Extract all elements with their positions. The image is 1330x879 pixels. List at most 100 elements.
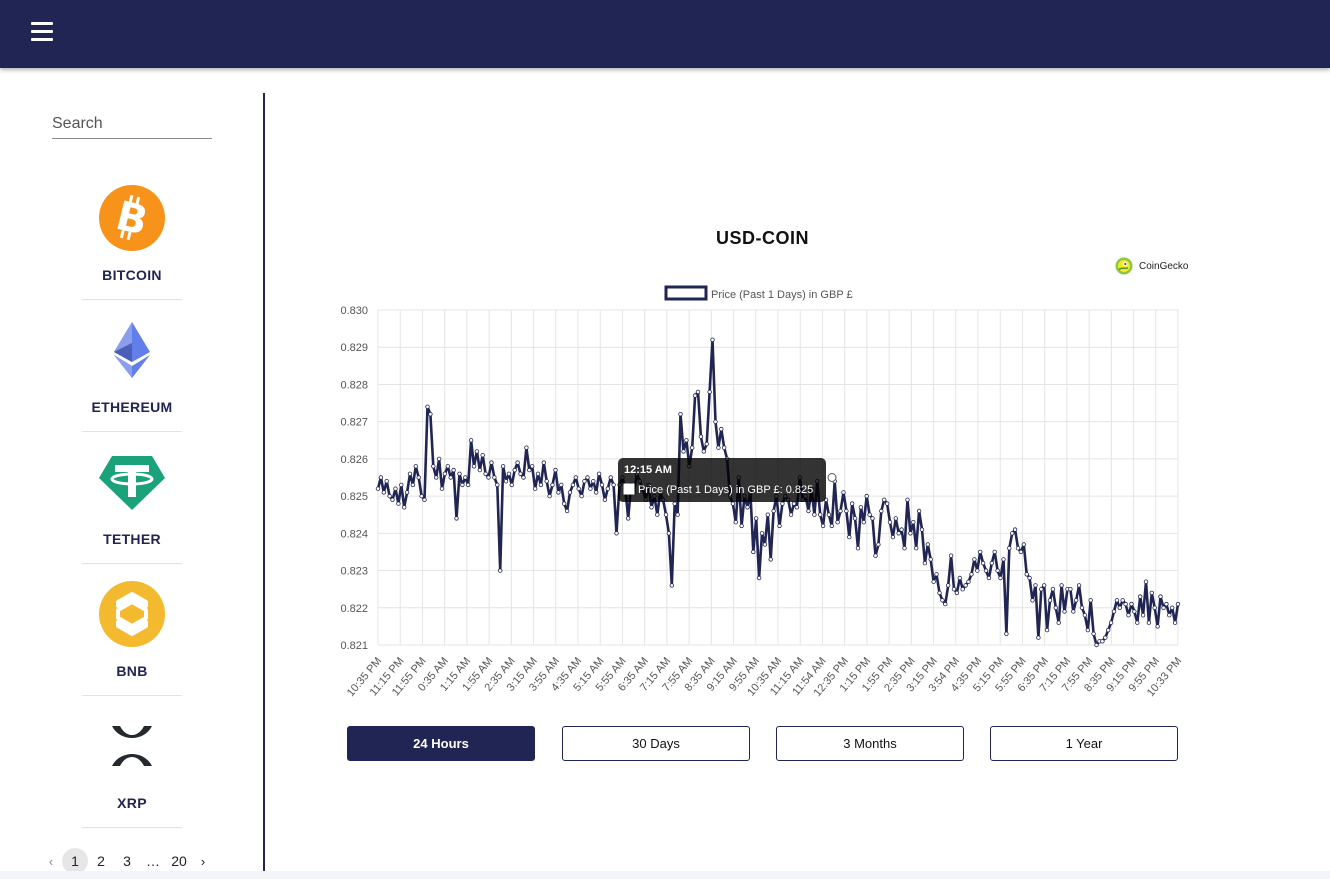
data-point (704, 441, 709, 447)
data-point (882, 497, 887, 502)
data-point (1004, 631, 1009, 636)
data-point (826, 512, 832, 517)
data-point (1030, 598, 1035, 603)
data-point (1152, 605, 1157, 610)
chevron-right-icon[interactable]: › (200, 853, 206, 869)
data-point (626, 516, 631, 521)
data-point (870, 516, 875, 521)
range-button-1-year[interactable]: 1 Year (990, 726, 1178, 761)
data-point (538, 482, 544, 488)
coin-divider (82, 431, 182, 432)
data-point (983, 568, 989, 573)
data-point (468, 438, 474, 443)
data-point (500, 464, 506, 469)
data-point (739, 523, 744, 529)
range-button-24-hours[interactable]: 24 Hours (347, 726, 535, 761)
range-button-3-months[interactable]: 3 Months (776, 726, 964, 761)
chevron-left-icon[interactable]: ‹ (48, 853, 54, 869)
data-point (751, 549, 756, 555)
coin-item-xrp[interactable]: XRP (82, 712, 182, 828)
data-point (442, 471, 448, 476)
data-point (1053, 605, 1058, 610)
data-point (943, 601, 948, 607)
data-point (980, 560, 986, 566)
data-point (492, 475, 497, 480)
data-point (401, 505, 407, 510)
hamburger-menu-icon[interactable] (31, 22, 53, 42)
data-point (937, 590, 942, 596)
data-point (579, 493, 584, 499)
data-point (978, 549, 983, 555)
data-point (495, 482, 500, 488)
data-point (509, 482, 514, 488)
data-point (1033, 583, 1038, 588)
data-point (433, 475, 439, 480)
data-point (413, 464, 418, 469)
bnb-icon (99, 581, 165, 647)
data-point (1015, 546, 1021, 551)
data-point (410, 482, 416, 488)
data-point (544, 478, 549, 484)
data-point (1088, 598, 1093, 603)
coingecko-logo-icon (1115, 257, 1133, 275)
data-point (844, 508, 849, 514)
data-point (602, 497, 608, 502)
data-point (518, 471, 523, 476)
page-button[interactable]: 1 (62, 848, 88, 874)
coin-item-bnb[interactable]: BNB (82, 580, 182, 696)
data-point (701, 449, 706, 454)
page-button[interactable]: 3 (123, 853, 131, 869)
data-point (524, 445, 529, 450)
data-point (899, 527, 904, 532)
data-point (471, 464, 477, 469)
data-point (547, 493, 552, 499)
ethereum-icon (114, 322, 150, 378)
data-point (969, 572, 974, 577)
search-input[interactable] (52, 110, 212, 139)
data-point (407, 471, 413, 476)
coin-item-tether[interactable]: TETHER (82, 448, 182, 564)
data-point (1021, 542, 1026, 547)
data-point (448, 475, 453, 480)
data-point (463, 475, 468, 480)
range-button-30-days[interactable]: 30 Days (562, 726, 750, 761)
data-point (611, 482, 616, 488)
y-tick-label: 0.824 (340, 528, 368, 540)
page-button[interactable]: 20 (171, 853, 187, 869)
data-point (431, 464, 436, 469)
data-point (919, 527, 925, 532)
data-point (850, 501, 855, 506)
data-point (1036, 635, 1041, 640)
coin-name: BITCOIN (102, 267, 162, 283)
data-point (570, 482, 576, 488)
data-point (1117, 605, 1122, 610)
data-point (1126, 613, 1131, 618)
data-point (911, 519, 916, 525)
coin-item-bitcoin[interactable]: B BITCOIN (82, 184, 182, 300)
data-point (861, 519, 866, 525)
data-point (503, 478, 509, 484)
coin-item-ethereum[interactable]: ETHEREUM (82, 316, 182, 432)
tooltip-box (618, 458, 826, 502)
tooltip-time: 12:15 AM (624, 464, 672, 476)
data-point (855, 546, 861, 551)
data-point (698, 434, 704, 439)
data-point (553, 467, 558, 473)
data-point (404, 490, 410, 495)
data-point (422, 497, 427, 502)
coin-divider (82, 695, 182, 696)
data-point (972, 557, 977, 562)
data-point (419, 493, 424, 499)
page-button[interactable]: 2 (97, 853, 105, 869)
coingecko-attribution[interactable]: CoinGecko (1115, 257, 1188, 275)
price-line-chart[interactable]: 0.830 0.829 0.828 0.827 0.826 0.825 0.824 0.823… (300, 280, 1200, 710)
data-point (1007, 546, 1012, 551)
data-point (1161, 605, 1166, 610)
data-point (1082, 613, 1088, 618)
data-point (841, 490, 846, 495)
data-point (489, 460, 494, 465)
data-point (794, 505, 800, 510)
data-point (1027, 575, 1032, 581)
y-tick-label: 0.827 (340, 417, 368, 429)
data-point (614, 531, 619, 536)
